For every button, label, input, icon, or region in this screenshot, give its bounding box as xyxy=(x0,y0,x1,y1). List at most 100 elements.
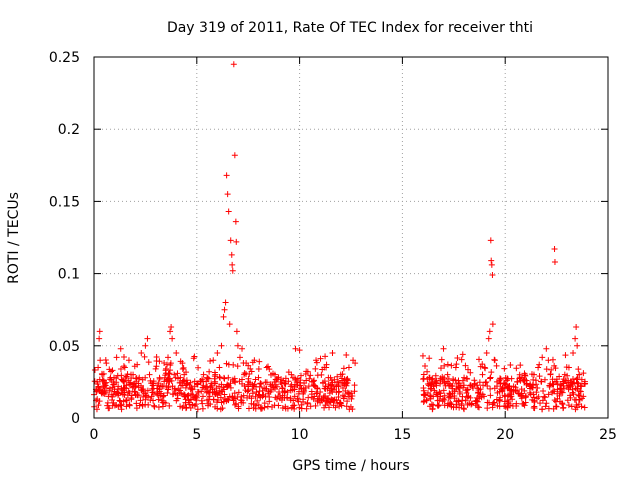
data-point xyxy=(469,384,476,391)
data-point xyxy=(153,363,160,370)
data-point xyxy=(543,366,550,373)
data-point xyxy=(153,354,160,361)
data-point xyxy=(452,364,459,371)
data-point xyxy=(479,371,486,378)
data-point xyxy=(464,394,471,401)
data-point xyxy=(108,368,115,375)
data-point xyxy=(343,382,350,389)
data-point xyxy=(533,389,540,396)
data-point xyxy=(575,366,582,373)
data-point xyxy=(160,393,167,400)
data-point xyxy=(172,390,179,397)
data-point xyxy=(428,376,435,383)
data-point xyxy=(164,389,171,396)
data-point xyxy=(547,380,554,387)
data-point xyxy=(542,394,549,401)
data-point xyxy=(330,402,337,409)
data-point xyxy=(114,372,121,379)
data-point xyxy=(91,367,98,374)
data-point xyxy=(185,392,192,399)
data-point xyxy=(506,382,513,389)
data-point xyxy=(453,380,460,387)
data-point xyxy=(214,399,221,406)
data-point xyxy=(249,390,256,397)
data-point xyxy=(154,382,161,389)
data-point xyxy=(113,402,120,409)
data-point xyxy=(508,393,515,400)
data-point xyxy=(204,388,211,395)
data-point xyxy=(104,399,111,406)
data-point xyxy=(120,363,127,370)
data-point xyxy=(352,360,359,367)
data-point xyxy=(489,321,496,328)
data-point xyxy=(326,404,333,411)
data-point xyxy=(138,350,145,357)
data-point xyxy=(205,389,212,396)
data-point xyxy=(514,387,521,394)
data-point xyxy=(340,395,347,402)
data-point xyxy=(449,382,456,389)
data-point xyxy=(291,383,298,390)
data-point xyxy=(104,402,111,409)
data-point xyxy=(421,391,428,398)
data-point xyxy=(245,383,252,390)
data-point xyxy=(256,358,263,365)
data-point xyxy=(121,364,128,371)
data-point xyxy=(243,371,250,378)
data-point xyxy=(482,365,489,372)
data-point xyxy=(285,369,292,376)
data-point xyxy=(225,374,232,381)
data-point xyxy=(133,400,140,407)
data-point xyxy=(307,403,314,410)
data-point xyxy=(487,385,494,392)
data-point xyxy=(565,402,572,409)
data-point xyxy=(217,406,224,413)
data-point xyxy=(467,369,474,376)
data-point xyxy=(283,394,290,401)
data-point xyxy=(167,328,174,335)
data-point xyxy=(287,395,294,402)
data-point xyxy=(462,397,469,404)
y-tick-label: 0.15 xyxy=(49,194,80,210)
data-point xyxy=(484,405,491,412)
data-point xyxy=(534,384,541,391)
data-point xyxy=(207,401,214,408)
data-point xyxy=(160,392,167,399)
data-point xyxy=(568,403,575,410)
data-point xyxy=(139,376,146,383)
data-point xyxy=(447,391,454,398)
data-point xyxy=(351,388,358,395)
data-point xyxy=(137,397,144,404)
data-point xyxy=(451,388,458,395)
data-point xyxy=(128,395,135,402)
data-point xyxy=(244,388,251,395)
data-point xyxy=(513,402,520,409)
data-point xyxy=(441,402,448,409)
data-point xyxy=(217,394,224,401)
data-point xyxy=(559,400,566,407)
data-point xyxy=(117,365,124,372)
data-point xyxy=(300,398,307,405)
data-point xyxy=(123,382,130,389)
data-point xyxy=(254,397,261,404)
data-point xyxy=(344,377,351,384)
data-point xyxy=(433,382,440,389)
data-point xyxy=(266,393,273,400)
data-point xyxy=(321,378,328,385)
data-point xyxy=(233,328,240,335)
data-point xyxy=(574,385,581,392)
data-point xyxy=(145,359,152,366)
data-point xyxy=(230,395,237,402)
data-point xyxy=(488,257,495,264)
data-point xyxy=(437,365,444,372)
data-point xyxy=(451,395,458,402)
data-point xyxy=(334,373,341,380)
data-point xyxy=(190,394,197,401)
y-tick-label: 0.1 xyxy=(58,267,80,283)
data-point xyxy=(523,381,530,388)
data-point xyxy=(111,388,118,395)
data-point xyxy=(171,371,178,378)
data-point xyxy=(564,372,571,379)
data-point xyxy=(329,350,336,357)
data-point xyxy=(275,402,282,409)
